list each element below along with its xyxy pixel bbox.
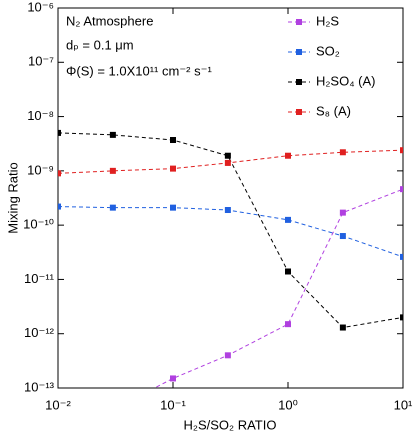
point: [109, 131, 116, 138]
y-tick-label: 10⁻¹²: [24, 325, 55, 340]
x-axis-label: H₂S/SO₂ RATIO: [184, 417, 277, 432]
legend-label: SO₂: [316, 43, 340, 58]
y-tick-label: 10⁻⁷: [28, 54, 54, 69]
plot-frame: [57, 7, 404, 389]
legend-marker: [296, 109, 302, 115]
point: [339, 149, 346, 156]
point: [400, 253, 403, 260]
point: [285, 268, 291, 275]
point: [170, 165, 176, 172]
point: [58, 129, 61, 136]
x-tick-label: 10¹: [394, 397, 413, 412]
point: [170, 204, 176, 211]
point: [285, 216, 291, 223]
point: [110, 407, 116, 413]
point: [170, 375, 176, 382]
x-tick-label: 10⁻²: [45, 397, 71, 412]
y-tick-label: 10⁻¹⁰: [23, 217, 54, 232]
legend-label: S₈ (A): [316, 103, 351, 118]
y-tick-label: 10⁻¹³: [24, 379, 55, 394]
x-tick-label: 10⁻¹: [160, 397, 186, 412]
legend-marker: [296, 19, 302, 25]
point: [109, 167, 116, 174]
plot-area: [58, 129, 403, 413]
point: [400, 186, 403, 193]
y-tick-label: 10⁻⁹: [27, 162, 54, 177]
y-tick-label: 10⁻⁶: [27, 0, 54, 14]
point: [339, 209, 346, 216]
point: [285, 152, 291, 159]
annotation: Φ(S) = 1.0X10¹¹ cm⁻² s⁻¹: [66, 63, 212, 78]
point: [224, 152, 231, 159]
series-line: [58, 206, 403, 258]
y-tick-label: 10⁻¹¹: [24, 271, 55, 286]
point: [400, 314, 403, 321]
y-axis-label: Mixing Ratio: [5, 162, 20, 234]
legend-marker: [296, 79, 302, 85]
point: [58, 170, 61, 177]
annotation: dₚ = 0.1 μm: [66, 37, 134, 52]
annotation: N₂ Atmosphere: [66, 13, 153, 28]
legend-marker: [296, 49, 302, 55]
series-line: [153, 188, 403, 388]
point: [170, 137, 176, 144]
point: [58, 203, 61, 210]
legend-label: H₂S: [316, 13, 339, 28]
y-tick-label: 10⁻⁸: [27, 108, 54, 123]
point: [400, 147, 403, 154]
point: [285, 321, 291, 328]
x-tick-label: 10⁰: [278, 397, 298, 412]
point: [339, 233, 346, 240]
point: [224, 207, 231, 214]
point: [109, 204, 116, 211]
legend-label: H₂SO₄ (A): [316, 73, 375, 88]
point: [224, 159, 231, 166]
point: [224, 352, 231, 359]
point: [339, 324, 346, 331]
